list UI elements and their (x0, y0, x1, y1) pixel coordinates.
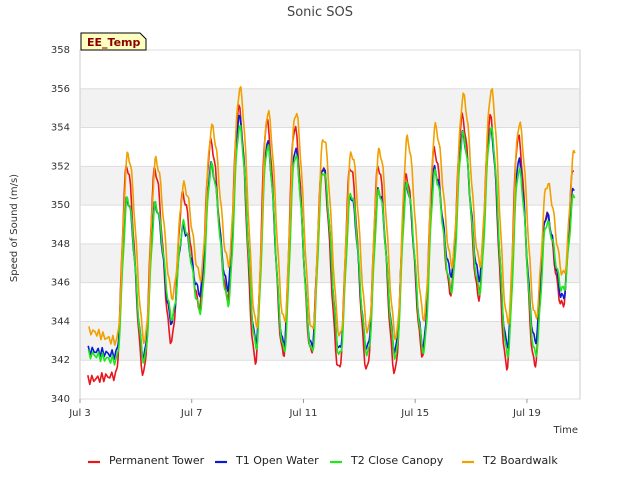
legend: Permanent Tower T1 Open Water T2 Close Can… (88, 454, 558, 467)
legend-label: T2 Boardwalk (482, 454, 558, 467)
y-tick-label: 354 (51, 123, 70, 134)
x-tick-label: Jul 19 (512, 408, 541, 419)
y-tick-label: 352 (51, 161, 70, 172)
y-axis-label: Speed of Sound (m/s) (9, 174, 20, 282)
badge-box (80, 32, 147, 51)
legend-label: T1 Open Water (235, 454, 319, 467)
x-axis-label: Time (553, 425, 578, 436)
badge: EE_Temp (80, 32, 147, 51)
y-tick-label: 348 (51, 239, 70, 250)
x-axis: Jul 3 Jul 7 Jul 11 Jul 15 Jul 19 (68, 399, 541, 419)
y-tick-label: 342 (51, 355, 70, 366)
y-tick-label: 358 (51, 45, 70, 56)
x-tick-label: Jul 3 (68, 408, 91, 419)
y-tick-label: 356 (51, 84, 70, 95)
x-tick-label: Jul 7 (180, 408, 203, 419)
y-tick-label: 346 (51, 278, 70, 289)
chart-title: Sonic SOS (287, 5, 353, 20)
grid-band (80, 88, 580, 128)
badge-label: EE_Temp (87, 36, 140, 49)
plot-area (79, 49, 581, 400)
y-tick-label: 350 (51, 200, 70, 211)
x-tick-label: Jul 11 (288, 408, 317, 419)
y-tick-label: 340 (51, 394, 70, 405)
y-axis: 340 342 344 346 348 350 352 354 356 358 (51, 45, 70, 405)
grid-band (80, 321, 580, 361)
y-tick-label: 344 (51, 316, 70, 327)
legend-label: Permanent Tower (109, 454, 205, 467)
series-line (87, 124, 576, 366)
legend-label: T2 Close Canopy (350, 454, 444, 467)
x-tick-label: Jul 15 (400, 408, 429, 419)
series-line (88, 86, 576, 346)
